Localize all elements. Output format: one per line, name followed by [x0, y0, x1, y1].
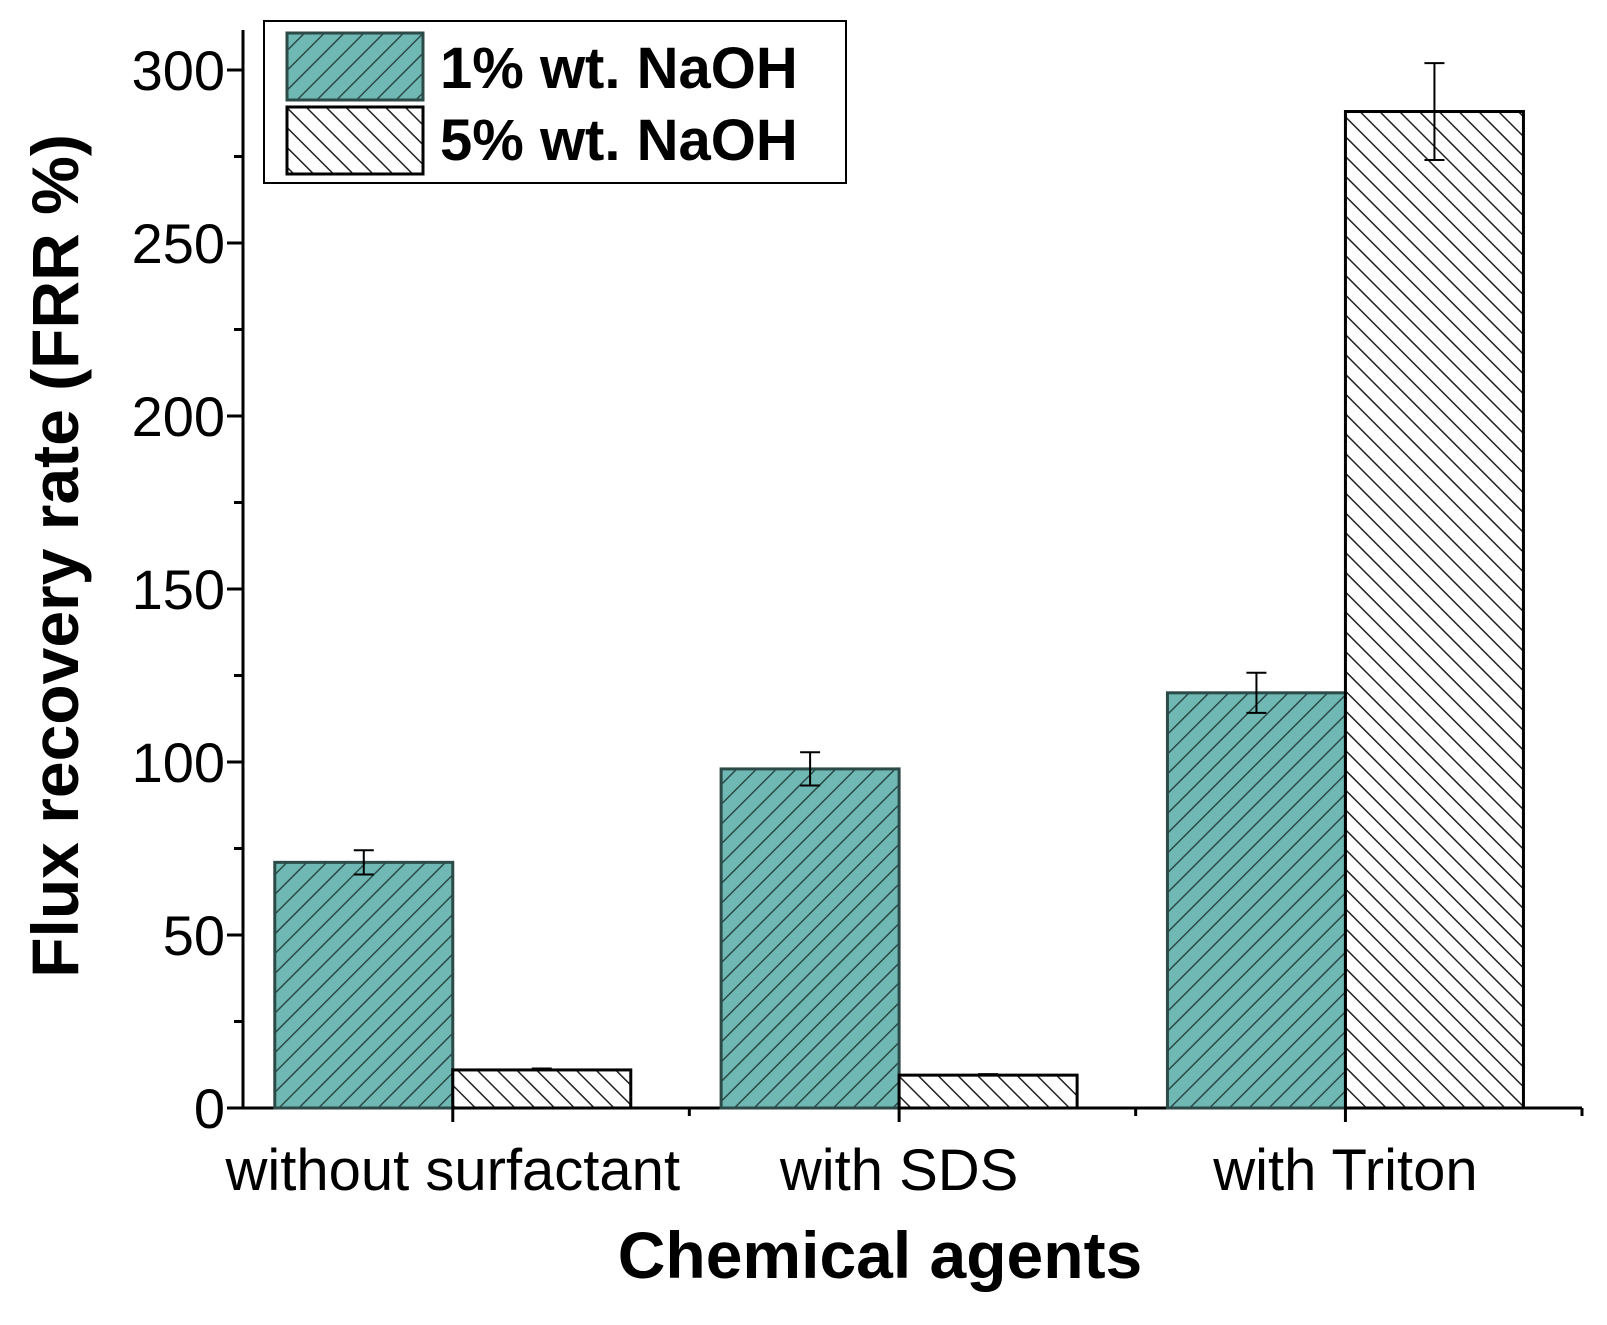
y-tick-label: 150 — [132, 558, 225, 621]
y-tick-label: 200 — [132, 385, 225, 448]
x-tick-label: without surfactant — [224, 1138, 680, 1203]
x-tick-label: with SDS — [779, 1138, 1019, 1203]
bar — [1343, 110, 1525, 1110]
y-tick-label: 0 — [194, 1077, 225, 1140]
x-axis: without surfactant with SDS with Triton — [224, 1106, 1584, 1203]
bar — [897, 1073, 1079, 1110]
y-axis: 0 50 100 150 200 250 300 — [132, 30, 245, 1140]
legend-swatch-1pct — [285, 31, 425, 102]
y-tick-label: 250 — [132, 212, 225, 275]
y-tick-label: 50 — [163, 904, 225, 967]
bar — [273, 860, 455, 1110]
x-tick-label: with Triton — [1212, 1138, 1477, 1203]
y-tick-label: 300 — [132, 39, 225, 102]
bars-group — [273, 110, 1525, 1110]
bar — [719, 767, 901, 1110]
bar — [1165, 691, 1347, 1110]
legend-swatch-5pct — [285, 105, 425, 176]
legend: 1% wt. NaOH 5% wt. NaOH — [263, 20, 847, 184]
legend-label-1pct: 1% wt. NaOH — [440, 36, 798, 101]
y-tick-label: 100 — [132, 731, 225, 794]
x-axis-title: Chemical agents — [618, 1218, 1143, 1292]
bar — [451, 1068, 633, 1110]
y-axis-title: Flux recovery rate (FRR %) — [18, 134, 92, 978]
error-bars-group — [353, 62, 1445, 1076]
legend-label-5pct: 5% wt. NaOH — [440, 108, 798, 173]
